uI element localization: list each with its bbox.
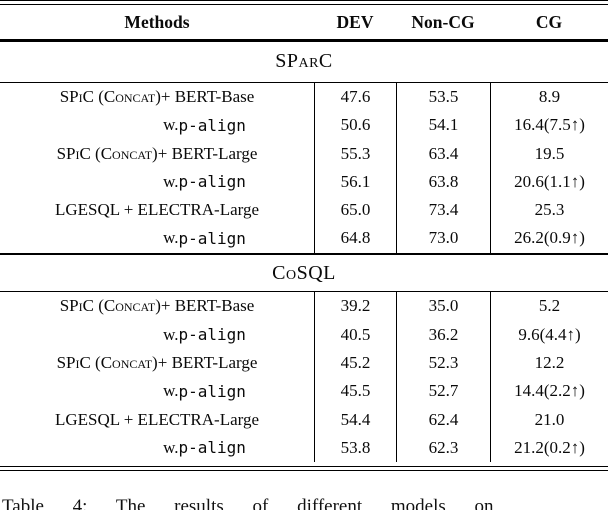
section-separator-rule [0,252,608,256]
cg-value: 21.2(0.2↑) [490,433,608,463]
method-label: + BERT-Base [160,296,255,316]
cg-value: 21.0 [490,405,608,434]
method-code-label: p-align [178,325,246,345]
method-cell: SPiC (Concat) + BERT-Base [0,292,314,320]
method-smallcaps-label: SPiC (Concat) [56,143,158,163]
method-smallcaps-label: SPiC (Concat) [59,296,161,316]
table-row: w. p-align 53.8 62.3 21.2(0.2↑) [0,433,608,463]
section-header-rule [0,291,608,293]
method-label: + BERT-Large [157,143,258,163]
cg-value: 5.2 [490,292,608,321]
col-header-non-cg: Non-CG [411,11,475,32]
method-smallcaps-label: SPiC (Concat) [56,353,158,373]
dev-value: 55.3 [314,139,396,168]
dev-value: 45.5 [314,377,396,406]
cg-value: 8.9 [490,82,608,112]
table-row: LGESQL + ELECTRA-Large 54.4 62.4 21.0 [0,405,608,434]
method-code-label: p-align [178,381,246,401]
table-row: w. p-align 56.1 63.8 20.6(1.1↑) [0,167,608,196]
method-code-label: p-align [178,172,246,192]
cg-value: 14.4(2.2↑) [490,377,608,406]
method-cell: w. p-align [0,434,314,462]
method-label: + BERT-Base [160,86,255,106]
dev-value: 56.1 [314,167,396,196]
cg-value: 20.6(1.1↑) [490,167,608,196]
non-cg-value: 53.5 [396,82,490,112]
method-label: LGESQL + ELECTRA-Large [54,409,260,429]
table-top-rule [0,0,608,5]
non-cg-value: 73.4 [396,195,490,225]
method-code-label: p-align [178,438,246,458]
table-row: w. p-align 40.5 36.2 9.6(4.4↑) [0,320,608,349]
dev-value: 45.2 [314,348,396,378]
method-smallcaps-label: SPiC (Concat) [59,86,161,106]
table-row: SPiC (Concat) + BERT-Base 47.6 53.5 8.9 [0,82,608,112]
non-cg-value: 35.0 [396,292,490,321]
section-header: SParC [275,50,333,73]
dev-value: 50.6 [314,111,396,140]
non-cg-value: 63.8 [396,167,490,196]
method-prefix: w. [163,115,179,135]
method-label: LGESQL + ELECTRA-Large [54,200,260,220]
table-header-row: Methods DEV Non-CG CG [0,5,608,39]
method-cell: w. p-align [0,168,314,196]
header-bottom-rule [0,39,608,42]
cg-value: 26.2(0.9↑) [490,224,608,253]
cg-value: 9.6(4.4↑) [490,320,608,349]
dev-value: 53.8 [314,433,396,463]
col-header-dev: DEV [336,11,374,32]
section-header-rule [0,81,608,83]
method-prefix: w. [163,381,179,401]
section-header: CoSQL [272,261,336,284]
table-row: SPiC (Concat) + BERT-Large 45.2 52.3 12.2 [0,348,608,378]
method-cell: LGESQL + ELECTRA-Large [0,406,314,434]
cg-value: 12.2 [490,348,608,378]
non-cg-value: 62.4 [396,405,490,434]
cg-value: 25.3 [490,195,608,225]
table-bottom-rule [0,466,608,472]
non-cg-value: 52.7 [396,377,490,406]
method-cell: w. p-align [0,111,314,139]
table-row: w. p-align 45.5 52.7 14.4(2.2↑) [0,377,608,406]
col-header-methods: Methods [124,11,190,32]
dev-value: 39.2 [314,292,396,321]
non-cg-value: 52.3 [396,348,490,378]
table-caption: Table 4: The results of different models… [2,496,494,510]
method-prefix: w. [163,324,179,344]
method-prefix: w. [163,228,179,248]
non-cg-value: 63.4 [396,139,490,168]
table-body: SParC SPiC (Concat) + BERT-Base 47.6 53.5 8.… [0,42,608,463]
non-cg-value: 62.3 [396,433,490,463]
method-cell: SPiC (Concat) + BERT-Large [0,349,314,377]
non-cg-value: 54.1 [396,111,490,140]
dev-value: 65.0 [314,195,396,225]
table-row: w. p-align 50.6 54.1 16.4(7.5↑) [0,111,608,140]
table-row: SPiC (Concat) + BERT-Large 55.3 63.4 19.5 [0,139,608,168]
non-cg-value: 36.2 [396,320,490,349]
table-row: LGESQL + ELECTRA-Large 65.0 73.4 25.3 [0,195,608,225]
method-code-label: p-align [178,228,246,248]
dev-value: 54.4 [314,405,396,434]
method-cell: SPiC (Concat) + BERT-Large [0,139,314,167]
table-row: SPiC (Concat) + BERT-Base 39.2 35.0 5.2 [0,292,608,321]
dev-value: 64.8 [314,224,396,253]
method-prefix: w. [163,437,179,457]
dev-value: 47.6 [314,82,396,112]
method-label: + BERT-Large [157,353,258,373]
method-cell: w. p-align [0,224,314,252]
non-cg-value: 73.0 [396,224,490,253]
table-row: w. p-align 64.8 73.0 26.2(0.9↑) [0,224,608,253]
cg-value: 19.5 [490,139,608,168]
method-cell: LGESQL + ELECTRA-Large [0,196,314,224]
dev-value: 40.5 [314,320,396,349]
method-prefix: w. [163,171,179,191]
cg-value: 16.4(7.5↑) [490,111,608,140]
col-header-cg: CG [535,11,563,32]
method-cell: SPiC (Concat) + BERT-Base [0,83,314,111]
method-cell: w. p-align [0,377,314,405]
method-code-label: p-align [178,115,246,135]
method-cell: w. p-align [0,321,314,349]
